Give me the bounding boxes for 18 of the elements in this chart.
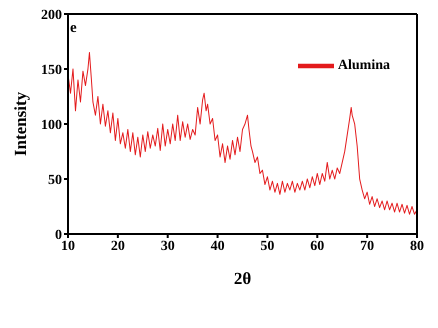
x-tick-label: 30 <box>160 238 175 254</box>
y-axis-title: Intensity <box>11 91 30 156</box>
y-tick-label: 0 <box>55 228 62 243</box>
x-tick-label: 40 <box>210 238 225 254</box>
x-tick-label: 20 <box>110 238 125 254</box>
x-tick-label: 10 <box>61 238 75 254</box>
y-tick-label: 150 <box>41 62 62 78</box>
legend-label: Alumina <box>338 58 390 74</box>
x-tick-label: 50 <box>260 238 274 254</box>
x-tick-label: 60 <box>310 238 324 254</box>
x-axis-title: 2θ <box>234 269 252 288</box>
line-series <box>68 52 417 215</box>
x-tick-label: 80 <box>410 238 424 254</box>
x-tick-label: 70 <box>360 238 374 254</box>
y-tick-label: 200 <box>41 8 62 23</box>
y-tick-label: 50 <box>48 172 62 188</box>
annotation: e <box>70 20 77 37</box>
y-tick-label: 100 <box>41 118 62 133</box>
